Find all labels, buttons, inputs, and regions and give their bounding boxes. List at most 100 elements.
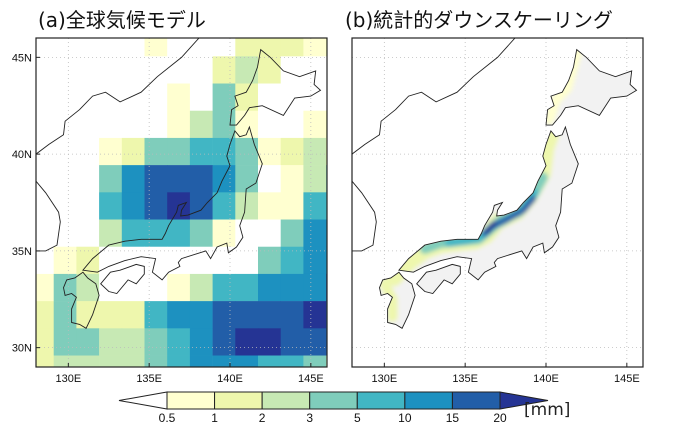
grid-cell <box>167 56 191 84</box>
colorbar-over-arrow <box>499 391 549 410</box>
colorbar-bin <box>166 391 216 410</box>
grid-cell <box>144 192 168 220</box>
grid-cell <box>280 219 304 248</box>
grid-cell <box>76 165 100 193</box>
grid-cell <box>76 246 100 275</box>
grid-cell <box>326 137 327 166</box>
grid-cell <box>212 137 236 166</box>
grid-cell <box>235 110 259 139</box>
grid-cell <box>144 165 168 193</box>
grid-cell <box>53 246 77 275</box>
lat-tick-label: 40N <box>12 149 32 161</box>
hokkaido-coastline <box>545 48 638 126</box>
grid-cell <box>189 110 213 139</box>
grid-cell <box>144 301 168 329</box>
grid-cell <box>189 137 213 166</box>
grid-cell <box>258 246 281 275</box>
grid-cell <box>167 38 191 57</box>
grid-cell <box>280 110 304 139</box>
grid-cell <box>326 192 327 220</box>
precip-band <box>379 278 398 322</box>
grid-cell <box>235 192 259 220</box>
grid-cell <box>212 301 236 329</box>
panel-a-gcm-map <box>36 38 327 367</box>
korea-coastline <box>352 180 377 252</box>
grid-cell <box>53 38 77 57</box>
grid-cell <box>36 219 54 248</box>
grid-cell <box>53 56 77 84</box>
grid-cell <box>280 246 304 275</box>
lon-tick-label: 145E <box>298 373 324 385</box>
grid-cell <box>235 56 259 84</box>
grid-cell <box>76 273 100 302</box>
honshu-coastline <box>398 125 579 281</box>
grid-cell <box>235 355 259 367</box>
panel-a-title: (a)全球気候モデル <box>38 8 206 32</box>
grid-cell <box>36 246 54 275</box>
grid-cell <box>36 110 54 139</box>
grid-cell <box>189 56 213 84</box>
grid-cell <box>36 83 54 112</box>
colorbar-label: 0.5 <box>159 411 176 425</box>
grid-cell <box>76 328 100 356</box>
grid-cell <box>189 355 213 367</box>
grid-cell <box>99 38 123 57</box>
shikoku-coastline <box>416 263 461 295</box>
grid-cell <box>189 83 213 112</box>
grid-cell <box>36 165 54 193</box>
lon-tick-label: 140E <box>217 373 243 385</box>
grid-cell <box>235 328 259 356</box>
honshu-coastline <box>82 125 263 281</box>
grid-cell <box>258 137 281 166</box>
grid-cell <box>235 38 259 57</box>
grid-cell <box>280 328 304 356</box>
grid-cell <box>258 110 281 139</box>
grid-cell <box>53 137 77 166</box>
grid-cell <box>212 38 236 57</box>
grid-cell <box>235 165 259 193</box>
grid-cell <box>235 137 259 166</box>
grid-cell <box>235 83 259 112</box>
asia-coastline <box>36 38 200 155</box>
grid-cell <box>144 38 168 57</box>
grid-cell <box>121 328 145 356</box>
grid-cell <box>189 192 213 220</box>
grid-cell <box>167 246 191 275</box>
grid-cell <box>36 273 54 302</box>
grid-cell <box>36 56 54 84</box>
panel-b-downscaled-map <box>352 38 643 367</box>
grid-cell <box>280 165 304 193</box>
grid-cell <box>99 246 123 275</box>
grid-cell <box>280 192 304 220</box>
grid-cell <box>53 273 77 302</box>
grid-cell <box>53 301 77 329</box>
grid-cell <box>167 192 191 220</box>
grid-cell <box>280 355 304 367</box>
grid-cell <box>189 328 213 356</box>
grid-cell <box>99 137 123 166</box>
grid-cell <box>258 355 281 367</box>
grid-cell <box>189 273 213 302</box>
grid-cell <box>303 137 327 166</box>
grid-cell <box>99 273 123 302</box>
grid-cell <box>167 355 191 367</box>
grid-cell <box>144 219 168 248</box>
kyushu-coastline <box>379 271 416 329</box>
grid-cell <box>167 328 191 356</box>
grid-cell <box>76 219 100 248</box>
grid-cell <box>121 56 145 84</box>
shikoku-land <box>416 264 461 294</box>
grid-cell <box>99 355 123 367</box>
grid-cell <box>326 246 327 275</box>
grid-cell <box>76 56 100 84</box>
grid-cell <box>144 83 168 112</box>
grid-cell <box>212 273 236 302</box>
grid-cell <box>121 192 145 220</box>
grid-cell <box>144 137 168 166</box>
lon-tick-label: 130E <box>55 373 81 385</box>
lat-tick-label: 45N <box>12 52 32 64</box>
hokkaido-land <box>546 49 637 126</box>
shikoku-coastline <box>100 263 145 295</box>
grid-cell <box>258 273 281 302</box>
